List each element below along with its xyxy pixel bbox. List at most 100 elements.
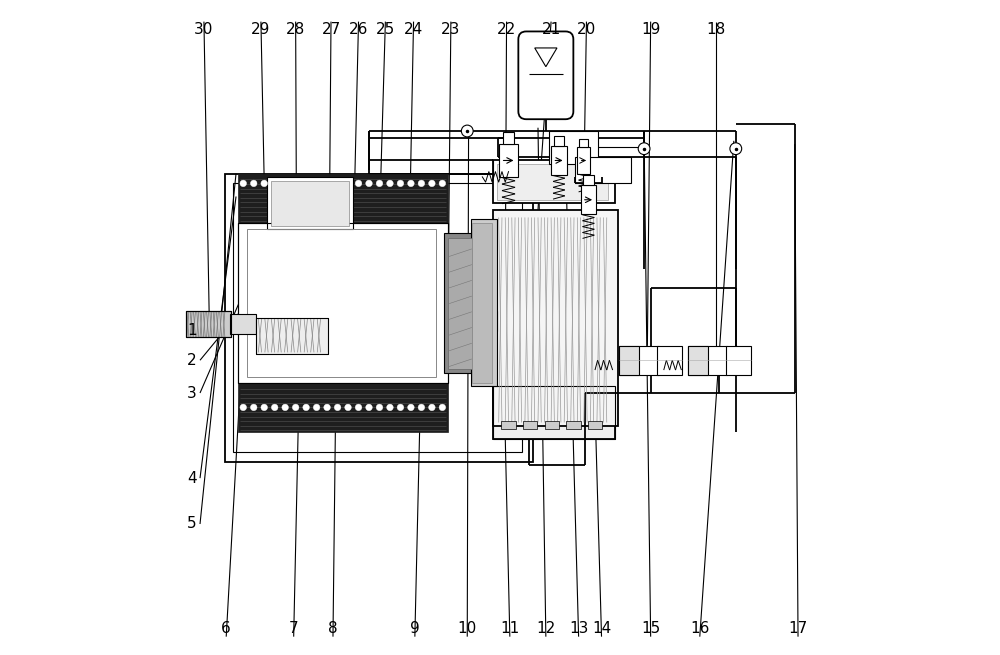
Text: 19: 19 bbox=[641, 22, 660, 37]
Bar bbox=[581, 185, 596, 214]
Text: 16: 16 bbox=[690, 622, 709, 636]
Text: 14: 14 bbox=[592, 622, 611, 636]
Bar bbox=[588, 421, 602, 429]
Bar bbox=[444, 233, 477, 373]
Circle shape bbox=[387, 180, 393, 187]
Bar bbox=[688, 346, 727, 375]
Text: 9: 9 bbox=[410, 622, 420, 636]
Circle shape bbox=[324, 180, 330, 187]
Circle shape bbox=[261, 404, 267, 411]
Bar bbox=[267, 177, 353, 229]
Bar bbox=[493, 210, 618, 426]
Bar bbox=[579, 139, 588, 147]
Text: 13: 13 bbox=[569, 622, 588, 636]
Text: 24: 24 bbox=[404, 22, 423, 37]
Bar bbox=[233, 183, 522, 452]
Bar bbox=[619, 346, 639, 375]
Circle shape bbox=[439, 404, 446, 411]
Circle shape bbox=[638, 143, 650, 155]
Circle shape bbox=[313, 180, 320, 187]
Circle shape bbox=[240, 180, 247, 187]
Bar bbox=[688, 346, 708, 375]
Circle shape bbox=[303, 180, 309, 187]
Circle shape bbox=[313, 404, 320, 411]
Circle shape bbox=[324, 404, 330, 411]
Bar bbox=[238, 174, 448, 223]
Bar bbox=[497, 164, 608, 200]
Circle shape bbox=[303, 404, 309, 411]
Circle shape bbox=[250, 180, 257, 187]
Circle shape bbox=[376, 404, 383, 411]
Circle shape bbox=[408, 180, 414, 187]
Circle shape bbox=[376, 180, 383, 187]
Bar bbox=[501, 421, 516, 429]
Text: 10: 10 bbox=[458, 622, 477, 636]
Text: 12: 12 bbox=[536, 622, 555, 636]
Circle shape bbox=[730, 143, 742, 155]
Bar bbox=[186, 311, 231, 337]
Circle shape bbox=[439, 180, 446, 187]
Bar bbox=[493, 386, 615, 439]
Circle shape bbox=[429, 180, 435, 187]
Bar bbox=[503, 132, 514, 144]
Bar bbox=[230, 314, 256, 334]
Text: 4: 4 bbox=[187, 471, 197, 485]
Circle shape bbox=[261, 180, 267, 187]
Bar bbox=[566, 421, 581, 429]
Text: 20: 20 bbox=[577, 22, 596, 37]
Bar bbox=[238, 223, 448, 383]
Bar bbox=[186, 311, 231, 337]
Text: 25: 25 bbox=[376, 22, 395, 37]
Bar bbox=[551, 146, 567, 175]
Bar bbox=[499, 144, 518, 177]
Text: 6: 6 bbox=[221, 622, 231, 636]
Circle shape bbox=[271, 180, 278, 187]
Text: 22: 22 bbox=[497, 22, 516, 37]
Circle shape bbox=[387, 404, 393, 411]
Circle shape bbox=[418, 404, 425, 411]
Circle shape bbox=[282, 180, 288, 187]
Bar bbox=[256, 318, 328, 354]
Bar bbox=[471, 219, 497, 386]
Bar bbox=[225, 174, 533, 462]
Circle shape bbox=[355, 180, 362, 187]
Circle shape bbox=[334, 404, 341, 411]
Bar bbox=[474, 311, 497, 331]
Circle shape bbox=[408, 404, 414, 411]
Text: 8: 8 bbox=[328, 622, 338, 636]
Text: 2: 2 bbox=[187, 353, 197, 367]
Bar bbox=[271, 181, 349, 226]
Bar bbox=[448, 238, 472, 369]
Text: 29: 29 bbox=[251, 22, 271, 37]
Circle shape bbox=[240, 404, 247, 411]
Circle shape bbox=[397, 180, 404, 187]
Text: 28: 28 bbox=[286, 22, 305, 37]
Text: 1: 1 bbox=[187, 324, 197, 338]
Text: 27: 27 bbox=[321, 22, 341, 37]
Text: 21: 21 bbox=[541, 22, 561, 37]
Circle shape bbox=[366, 180, 372, 187]
Bar bbox=[247, 229, 436, 377]
Text: 26: 26 bbox=[349, 22, 368, 37]
Bar bbox=[619, 346, 659, 375]
Circle shape bbox=[366, 404, 372, 411]
Text: 3: 3 bbox=[187, 386, 197, 400]
Circle shape bbox=[397, 404, 404, 411]
Bar bbox=[549, 131, 598, 164]
Bar bbox=[238, 223, 448, 383]
Bar bbox=[575, 157, 631, 183]
Bar bbox=[554, 136, 564, 146]
Bar bbox=[726, 346, 751, 375]
Bar bbox=[657, 346, 682, 375]
Circle shape bbox=[429, 404, 435, 411]
Bar bbox=[577, 147, 590, 174]
Text: 15: 15 bbox=[641, 622, 660, 636]
Bar bbox=[493, 386, 615, 439]
Bar bbox=[238, 383, 448, 432]
Circle shape bbox=[345, 180, 351, 187]
Bar bbox=[583, 175, 594, 185]
Circle shape bbox=[292, 180, 299, 187]
Circle shape bbox=[418, 180, 425, 187]
Bar bbox=[256, 318, 328, 354]
FancyBboxPatch shape bbox=[518, 31, 573, 119]
